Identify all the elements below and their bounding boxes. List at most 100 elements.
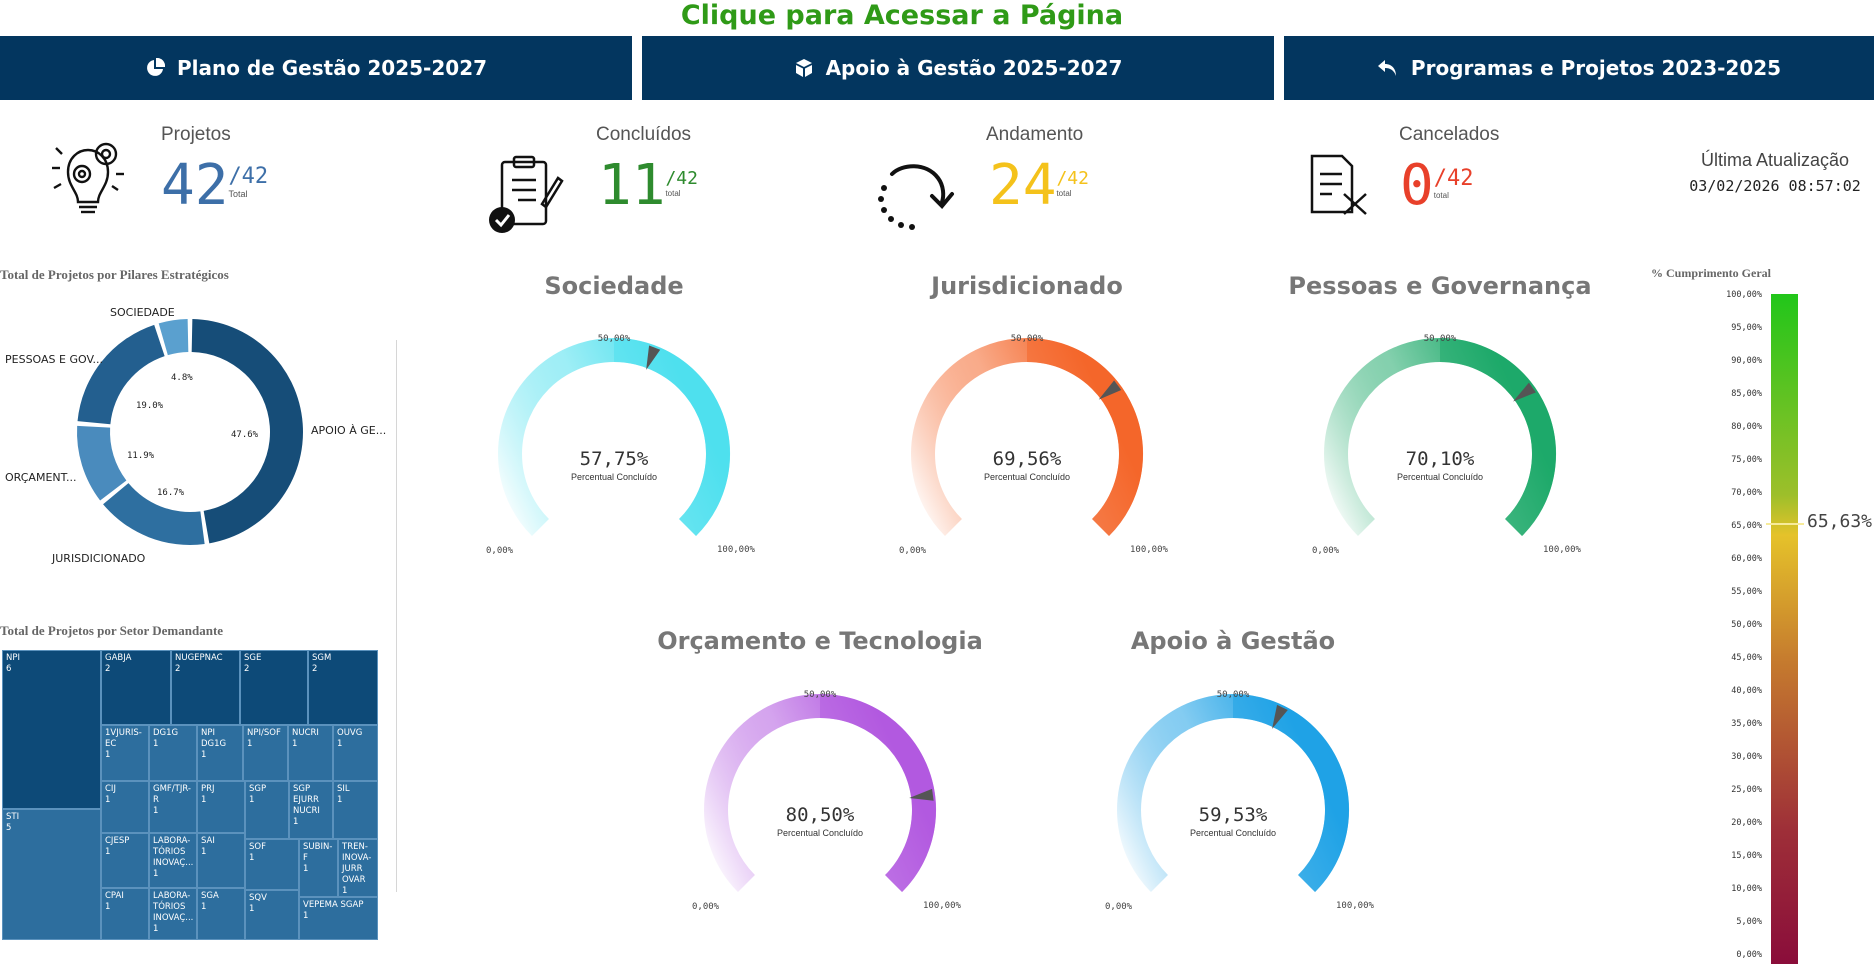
kpi-projetos-sub: Total xyxy=(228,189,248,199)
treemap-cell[interactable]: CIJ 1 xyxy=(101,781,149,833)
gauge-tick-max: 100,00% xyxy=(923,901,961,911)
treemap-cell[interactable]: CPAI 1 xyxy=(101,888,149,940)
overall-title: % Cumprimento Geral xyxy=(1651,266,1771,280)
gauge-tick-max: 100,00% xyxy=(717,545,755,555)
treemap-cell[interactable]: NPI DG1G 1 xyxy=(197,725,243,781)
overall-axis-tick: 75,00% xyxy=(1731,455,1762,465)
gauge-tick-max: 100,00% xyxy=(1130,545,1168,555)
donut-pct-orcamento: 11.9% xyxy=(127,451,155,461)
gauge-tick-min: 0,00% xyxy=(692,902,720,912)
treemap-cell[interactable]: SGP EJURR NUCRI 1 xyxy=(289,781,333,839)
treemap-cell[interactable]: SIL 1 xyxy=(333,781,378,839)
kpi-concluidos-sub: total xyxy=(665,189,681,198)
treemap-cell[interactable]: VEPEMA SGAP 1 xyxy=(299,897,378,940)
gauge-tick-mid: 50,00% xyxy=(1423,334,1457,344)
donut-chart xyxy=(77,319,303,545)
overall-axis-tick: 10,00% xyxy=(1731,884,1762,894)
kpi-andamento-sub: total xyxy=(1056,189,1072,198)
treemap-cell[interactable]: SAI 1 xyxy=(197,833,245,888)
treemap-cell[interactable]: PRJ 1 xyxy=(197,781,245,833)
overall-axis: 100,00% 95,00% 90,00% 85,00% 80,00% 75,00% 70,… xyxy=(1700,290,1762,962)
treemap-cell[interactable]: SOF 1 xyxy=(245,839,299,890)
gauge-needle xyxy=(646,345,661,370)
document-cancel-icon xyxy=(1310,154,1367,215)
treemap-cell[interactable]: NUGEPNAC 2 xyxy=(171,650,240,725)
overall-axis-tick: 90,00% xyxy=(1731,356,1762,366)
treemap-cell[interactable]: SGE 2 xyxy=(240,650,308,725)
nav-apoio-gestao-button[interactable]: Apoio à Gestão 2025-2027 xyxy=(642,36,1274,100)
treemap-cell[interactable]: SGA 1 xyxy=(197,888,245,940)
vertical-divider xyxy=(396,340,397,892)
treemap-cell[interactable]: GABJA 2 xyxy=(101,650,171,725)
treemap-cell[interactable]: SGM 2 xyxy=(308,650,378,725)
overall-axis-tick: 60,00% xyxy=(1731,554,1762,564)
donut-label-orcamento: ORÇAMENT... xyxy=(5,471,77,484)
gauge-tick-max: 100,00% xyxy=(1336,901,1374,911)
nav-plano-gestao-button[interactable]: Plano de Gestão 2025-2027 xyxy=(0,36,632,100)
treemap-cell[interactable]: OUVG 1 xyxy=(333,725,378,781)
kpi-andamento-den: /42 xyxy=(1056,168,1089,189)
kpi-cancelados-den: /42 xyxy=(1433,166,1474,191)
last-update-label: Última Atualização xyxy=(1700,150,1850,170)
donut-pct-pessoas: 19.0% xyxy=(136,401,164,411)
treemap-cell[interactable]: NUCRI 1 xyxy=(288,725,333,781)
treemap-cell[interactable]: 1VJURIS-EC 1 xyxy=(101,725,149,781)
gauge-arc xyxy=(911,338,1143,537)
overall-axis-tick: 80,00% xyxy=(1731,422,1762,432)
overall-axis-tick: 55,00% xyxy=(1731,587,1762,597)
overall-axis-tick: 50,00% xyxy=(1731,620,1762,630)
gauge-tick-min: 0,00% xyxy=(486,546,514,556)
donut-slice-jurisdicionado[interactable] xyxy=(103,483,205,545)
clipboard-check-icon xyxy=(489,155,564,233)
gauge-needle xyxy=(1513,382,1536,402)
treemap-cell[interactable]: SUBIN-F 1 xyxy=(299,839,338,897)
donut-slice-orcamento[interactable] xyxy=(77,425,127,501)
cube-icon xyxy=(795,59,812,77)
treemap-cell[interactable]: GMF/TJR-R 1 xyxy=(149,781,197,833)
nav-programas-projetos-button[interactable]: Programas e Projetos 2023-2025 xyxy=(1284,36,1874,100)
page-link-title[interactable]: Clique para Acessar a Página xyxy=(680,0,1124,31)
kpi-cancelados-sub: total xyxy=(1433,191,1449,200)
kpi-projetos: 42 /42 Total xyxy=(161,158,268,214)
gauge-title: Orçamento e Tecnologia xyxy=(657,627,983,655)
overall-value: 65,63% xyxy=(1807,511,1873,533)
gauge-value: 70,10% xyxy=(1405,448,1475,470)
overall-axis-tick: 20,00% xyxy=(1731,818,1762,828)
kpi-cancelados: 0 /42 total xyxy=(1400,158,1473,214)
back-arrow-icon xyxy=(1377,60,1396,76)
treemap-cell[interactable]: LABORA-TÓRIOS INOVAÇ... 1 xyxy=(149,833,197,888)
donut-label-pessoas: PESSOAS E GOV... xyxy=(5,353,104,366)
donut-title: Total de Projetos por Pilares Estratégic… xyxy=(0,267,229,282)
donut-slice-apoio[interactable] xyxy=(191,319,303,544)
treemap-cell[interactable]: CJESP 1 xyxy=(101,833,149,888)
pie-chart-icon xyxy=(147,58,165,76)
treemap-cell[interactable]: NPI 6 xyxy=(2,650,101,809)
overall-axis-tick: 100,00% xyxy=(1726,290,1762,300)
kpi-concluidos: 11 /42 total xyxy=(598,158,698,214)
gauge-subtitle: Percentual Concluído xyxy=(983,472,1071,482)
treemap-cell[interactable]: LABORA-TÓRIOS INOVAÇ... 1 xyxy=(149,888,197,940)
donut-slice-pessoas[interactable] xyxy=(77,324,165,425)
gauge-tick-mid: 50,00% xyxy=(1216,690,1250,700)
gauge-title: Jurisdicionado xyxy=(931,272,1123,300)
gauge-value: 80,50% xyxy=(785,804,855,826)
donut-label-jurisdicionado: JURISDICIONADO xyxy=(52,552,146,565)
treemap-cell[interactable]: TREN-INOVA-JURR OVAR 1 xyxy=(338,839,378,897)
gauge-arc xyxy=(1324,338,1556,537)
treemap-cell[interactable]: DG1G 1 xyxy=(149,725,197,781)
donut-label-sociedade: SOCIEDADE xyxy=(110,306,175,319)
treemap-cell[interactable]: SGP 1 xyxy=(245,781,289,839)
donut-pct-apoio: 47.6% xyxy=(231,430,259,440)
gauge-needle xyxy=(1098,380,1122,400)
kpi-andamento-label: Andamento xyxy=(986,124,1084,145)
treemap-cell[interactable]: NPI/SOF 1 xyxy=(243,725,288,781)
gauge-tick-mid: 50,00% xyxy=(1010,334,1044,344)
treemap-cell[interactable]: STI 5 xyxy=(2,809,101,940)
gauge-subtitle: Percentual Concluído xyxy=(1189,828,1277,838)
overall-bar xyxy=(1771,294,1798,964)
treemap-cell[interactable]: SQV 1 xyxy=(245,890,299,940)
overall-axis-tick: 0,00% xyxy=(1736,950,1762,960)
treemap-chart: NPI 6 GABJA 2 NUGEPNAC 2 SGE 2 SGM 2 1VJURIS-… xyxy=(2,650,378,940)
gauge-tick-min: 0,00% xyxy=(1312,546,1340,556)
donut-slice-sociedade[interactable] xyxy=(158,319,189,356)
